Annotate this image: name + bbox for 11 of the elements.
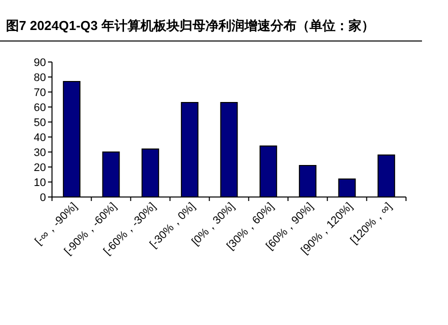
- y-tick-label: 70: [34, 87, 46, 99]
- y-tick-label: 60: [34, 102, 46, 114]
- title: 图7 2024Q1-Q3 年计算机板块归母净利润增速分布（单位：家）: [6, 18, 374, 33]
- y-tick-label: 50: [34, 117, 46, 129]
- y-tick-label: 80: [34, 72, 46, 84]
- y-tick-label: 20: [34, 162, 46, 174]
- y-tick-label: 40: [34, 132, 46, 144]
- y-tick-label: 30: [34, 147, 46, 159]
- y-tick-label: 90: [34, 57, 46, 69]
- y-tick-label: 10: [34, 177, 46, 189]
- y-tick-label: 0: [40, 192, 46, 204]
